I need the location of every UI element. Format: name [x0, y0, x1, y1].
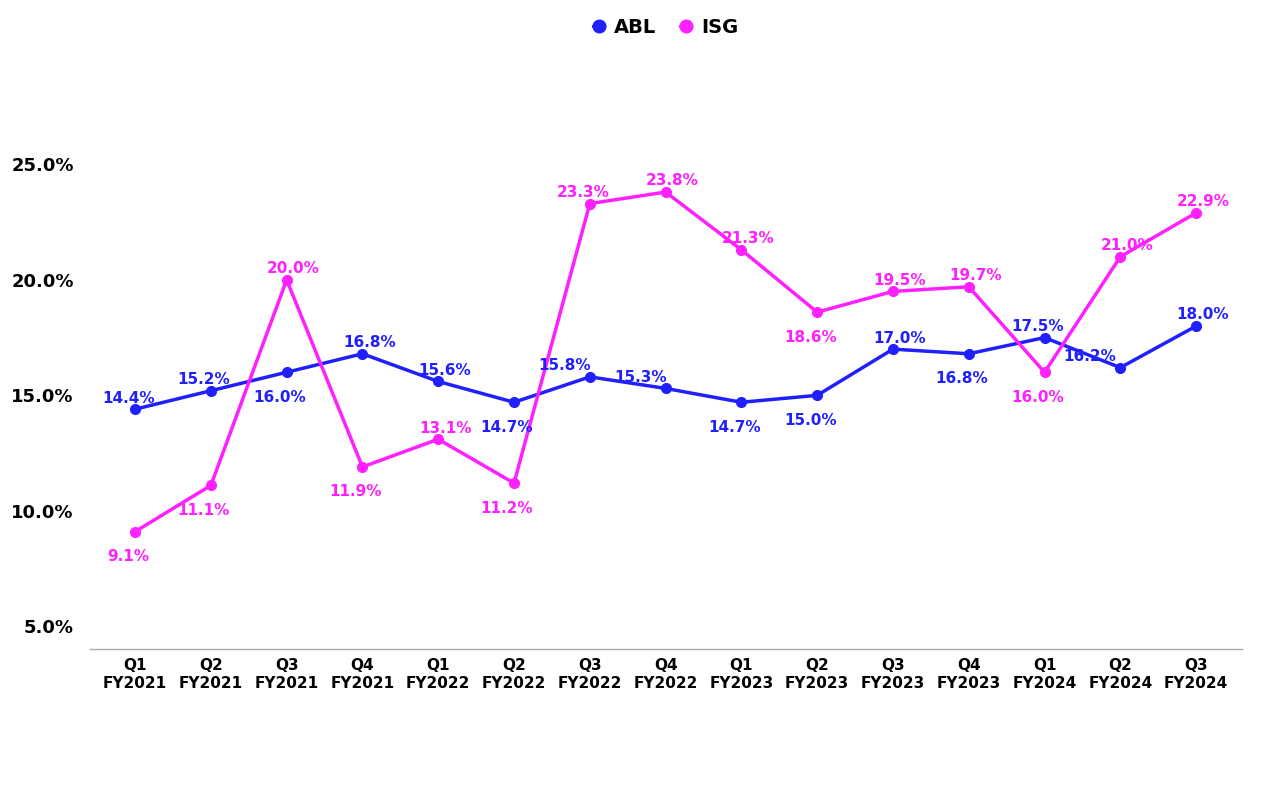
- ISG: [1188, 208, 1203, 218]
- Text: 20.0%: 20.0%: [268, 261, 320, 276]
- Text: 23.8%: 23.8%: [646, 173, 699, 188]
- ABL: [886, 345, 901, 354]
- ISG: [1112, 252, 1128, 261]
- Text: 18.6%: 18.6%: [783, 329, 837, 345]
- ISG: [204, 481, 219, 490]
- ISG: [733, 245, 749, 254]
- Text: 15.0%: 15.0%: [783, 413, 837, 428]
- ISG: [279, 275, 294, 284]
- ISG: [507, 478, 522, 488]
- Text: 11.1%: 11.1%: [178, 503, 230, 518]
- Text: 17.0%: 17.0%: [874, 330, 927, 345]
- Legend: ABL, ISG: ABL, ISG: [585, 10, 746, 45]
- Text: 15.3%: 15.3%: [614, 370, 667, 385]
- Text: 23.3%: 23.3%: [557, 185, 609, 200]
- ISG: [582, 199, 598, 208]
- Text: 15.2%: 15.2%: [178, 372, 230, 387]
- ISG: [809, 307, 824, 317]
- ABL: [961, 349, 977, 359]
- Text: 16.8%: 16.8%: [343, 335, 396, 350]
- Text: 22.9%: 22.9%: [1176, 194, 1230, 209]
- ISG: [355, 463, 370, 472]
- Text: 16.0%: 16.0%: [1011, 390, 1064, 405]
- Text: 19.7%: 19.7%: [950, 268, 1002, 284]
- Text: 15.8%: 15.8%: [539, 358, 591, 373]
- ISG: [886, 287, 901, 296]
- ABL: [1112, 363, 1128, 372]
- Text: 9.1%: 9.1%: [108, 549, 150, 564]
- Text: 18.0%: 18.0%: [1176, 307, 1229, 322]
- ABL: [204, 386, 219, 395]
- Text: 14.4%: 14.4%: [102, 390, 155, 406]
- ISG: [430, 435, 445, 444]
- ABL: [430, 377, 445, 386]
- ABL: [809, 390, 824, 400]
- Line: ISG: ISG: [131, 187, 1201, 536]
- Text: 15.6%: 15.6%: [419, 363, 471, 378]
- Text: 17.5%: 17.5%: [1011, 319, 1064, 334]
- ISG: [658, 187, 673, 196]
- Text: 13.1%: 13.1%: [419, 421, 471, 436]
- ABL: [658, 383, 673, 393]
- Text: 16.8%: 16.8%: [936, 371, 988, 386]
- Text: 19.5%: 19.5%: [874, 272, 927, 287]
- ABL: [279, 367, 294, 377]
- Text: 14.7%: 14.7%: [481, 420, 534, 435]
- Text: 21.0%: 21.0%: [1101, 238, 1153, 253]
- Text: 16.0%: 16.0%: [253, 390, 306, 405]
- ABL: [128, 405, 143, 414]
- Line: ABL: ABL: [131, 322, 1201, 414]
- ISG: [1037, 367, 1052, 377]
- ABL: [1188, 322, 1203, 331]
- Text: 11.2%: 11.2%: [481, 501, 534, 516]
- ABL: [355, 349, 370, 359]
- Text: 14.7%: 14.7%: [708, 420, 760, 435]
- Text: 16.2%: 16.2%: [1064, 349, 1116, 364]
- ABL: [582, 372, 598, 382]
- ABL: [507, 398, 522, 407]
- ISG: [961, 282, 977, 291]
- Text: 11.9%: 11.9%: [329, 485, 381, 500]
- ISG: [128, 527, 143, 536]
- ABL: [733, 398, 749, 407]
- ABL: [1037, 333, 1052, 342]
- Text: 21.3%: 21.3%: [722, 231, 774, 246]
